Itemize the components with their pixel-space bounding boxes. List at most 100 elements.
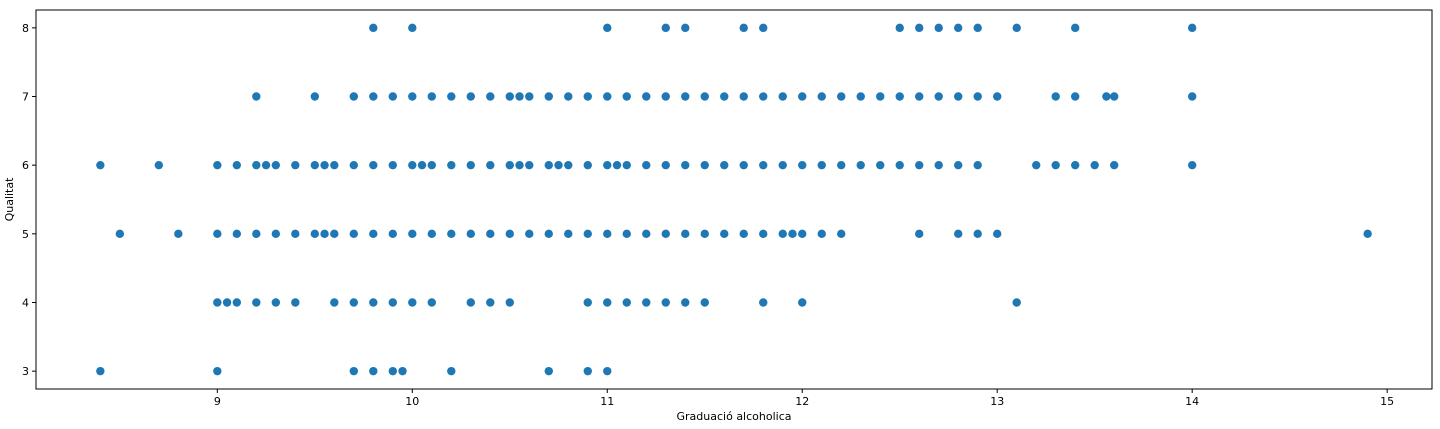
data-point — [398, 366, 407, 376]
data-point — [1012, 23, 1021, 33]
data-point — [1071, 160, 1080, 170]
data-point — [486, 92, 495, 101]
data-point — [427, 92, 436, 101]
data-point — [310, 92, 320, 101]
data-point — [895, 160, 904, 170]
data-point — [115, 229, 125, 239]
data-point — [876, 92, 885, 101]
x-tick-label: 13 — [990, 395, 1004, 408]
data-point — [232, 298, 242, 307]
data-point — [1109, 92, 1119, 101]
data-point — [564, 92, 573, 101]
data-point — [1090, 160, 1099, 170]
data-point — [681, 92, 690, 101]
data-point — [642, 160, 651, 170]
data-point — [525, 160, 534, 170]
data-point — [759, 229, 768, 239]
data-point — [369, 229, 378, 239]
data-point — [466, 229, 475, 239]
data-point — [817, 229, 826, 239]
data-point — [778, 160, 787, 170]
data-point — [739, 23, 748, 33]
data-point — [232, 229, 242, 239]
data-point — [915, 160, 924, 170]
data-point — [544, 160, 553, 170]
data-point — [369, 298, 378, 307]
data-point — [661, 229, 670, 239]
data-point — [622, 229, 631, 239]
data-point — [564, 229, 573, 239]
data-point — [515, 160, 524, 170]
data-point — [954, 229, 963, 239]
data-point — [934, 23, 943, 33]
data-point — [330, 160, 339, 170]
data-point — [330, 229, 339, 239]
data-point — [759, 298, 768, 307]
data-point — [720, 160, 729, 170]
data-point — [739, 92, 748, 101]
data-point — [915, 23, 924, 33]
data-point — [447, 92, 456, 101]
data-point — [856, 92, 865, 101]
data-point — [369, 92, 378, 101]
data-point — [544, 229, 553, 239]
data-point — [388, 229, 397, 239]
data-point — [213, 298, 222, 307]
data-point — [291, 229, 300, 239]
data-point — [291, 160, 300, 170]
data-point — [310, 229, 320, 239]
data-point — [720, 229, 729, 239]
data-point — [720, 92, 729, 101]
data-point — [427, 298, 436, 307]
data-point — [408, 229, 417, 239]
data-point — [447, 366, 456, 376]
data-point — [486, 229, 495, 239]
data-point — [661, 92, 670, 101]
data-point — [525, 92, 534, 101]
data-point — [700, 298, 709, 307]
data-point — [915, 92, 924, 101]
data-point — [583, 298, 592, 307]
data-point — [417, 160, 427, 170]
data-point — [603, 229, 612, 239]
data-point — [96, 366, 105, 376]
data-point — [642, 92, 651, 101]
axis-ticks: 9 10 11 12 13 14 15 3 4 5 6 7 8 — [22, 22, 1394, 408]
data-point — [408, 160, 417, 170]
data-point — [993, 92, 1002, 101]
data-point — [954, 23, 963, 33]
data-point — [1051, 160, 1060, 170]
data-point — [1071, 92, 1080, 101]
data-point — [759, 160, 768, 170]
data-point — [778, 229, 787, 239]
data-point — [1032, 160, 1041, 170]
data-point — [320, 160, 329, 170]
data-point — [798, 229, 807, 239]
data-point — [388, 160, 397, 170]
data-point — [778, 92, 787, 101]
data-point — [700, 229, 709, 239]
data-points — [96, 23, 1372, 376]
data-point — [515, 92, 524, 101]
data-point — [622, 160, 631, 170]
data-point — [954, 160, 963, 170]
data-point — [837, 160, 846, 170]
y-axis-label: Qualitat — [3, 177, 16, 222]
data-point — [759, 23, 768, 33]
data-point — [213, 366, 222, 376]
data-point — [213, 160, 222, 170]
data-point — [427, 229, 436, 239]
data-point — [271, 229, 281, 239]
x-tick-label: 15 — [1380, 395, 1394, 408]
data-point — [798, 298, 807, 307]
data-point — [349, 92, 359, 101]
data-point — [817, 92, 826, 101]
y-tick-label: 5 — [22, 228, 29, 241]
data-point — [252, 92, 261, 101]
y-tick-label: 3 — [22, 365, 29, 378]
data-point — [96, 160, 105, 170]
x-axis-label: Graduació alcoholica — [677, 410, 792, 423]
y-tick-label: 6 — [22, 159, 29, 172]
data-point — [369, 160, 378, 170]
x-tick-label: 14 — [1185, 395, 1199, 408]
